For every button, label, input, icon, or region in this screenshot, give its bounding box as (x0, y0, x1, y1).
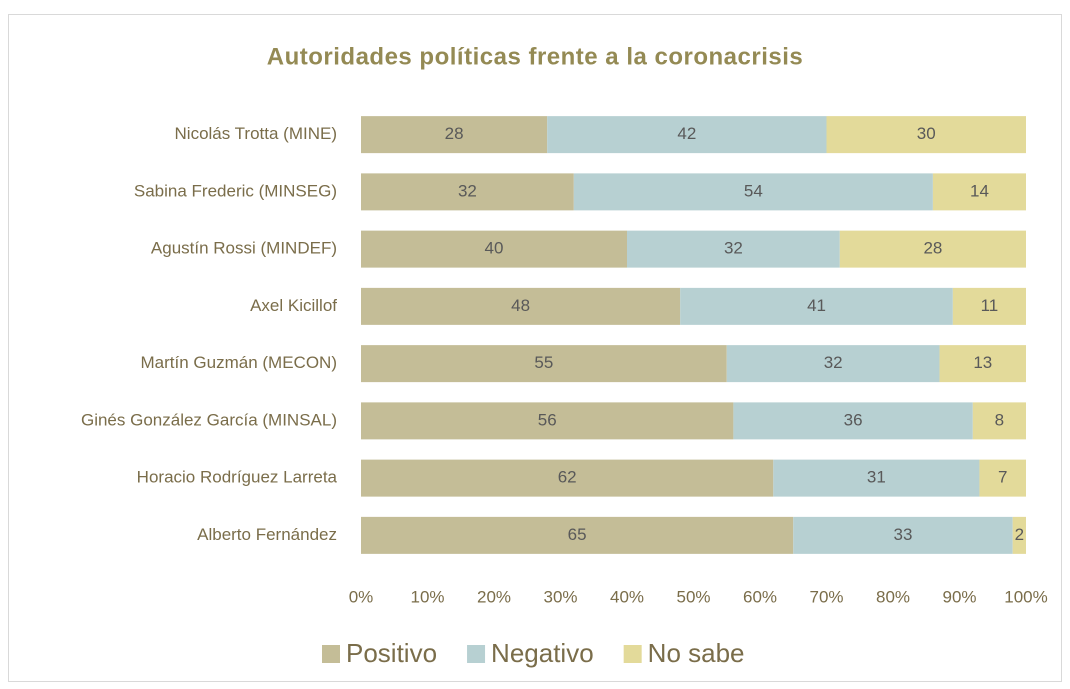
bar-segment (726, 345, 940, 383)
bar-segment (952, 287, 1026, 325)
legend-swatch (322, 645, 340, 663)
data-label: 56 (538, 410, 557, 429)
bar-segment (733, 402, 973, 440)
x-tick-label: 30% (543, 587, 577, 606)
x-tick-label: 40% (610, 587, 644, 606)
x-tick-label: 10% (410, 587, 444, 606)
data-label: 33 (894, 525, 913, 544)
bar-segment (361, 459, 774, 497)
y-tick-label: Horacio Rodríguez Larreta (137, 468, 338, 487)
legend-swatch (467, 645, 486, 663)
bar-segment (826, 116, 1026, 154)
data-label: 54 (744, 181, 763, 200)
data-label: 55 (534, 353, 553, 372)
bar-segment (361, 116, 548, 154)
legend-swatch (623, 645, 642, 663)
bar-segment (1012, 516, 1026, 554)
data-label: 32 (724, 239, 743, 258)
bar-segment (972, 402, 1026, 440)
x-tick-label: 80% (876, 587, 910, 606)
data-label: 30 (917, 124, 936, 143)
data-label: 42 (677, 124, 696, 143)
y-tick-label: Ginés González García (MINSAL) (81, 410, 337, 429)
data-label: 31 (867, 468, 886, 487)
data-label: 28 (923, 239, 942, 258)
bar-segment (932, 173, 1026, 211)
data-label: 2 (1015, 525, 1024, 544)
bar-segment (361, 402, 734, 440)
bar-segment (839, 230, 1026, 268)
data-label: 8 (995, 410, 1004, 429)
x-tick-label: 90% (942, 587, 976, 606)
x-tick-label: 70% (809, 587, 843, 606)
data-label: 7 (998, 468, 1007, 487)
data-label: 36 (844, 410, 863, 429)
x-tick-label: 60% (743, 587, 777, 606)
bar-segment (627, 230, 840, 268)
bar-segment (361, 516, 794, 554)
bar-segment (547, 116, 827, 154)
bar-segment (979, 459, 1026, 497)
y-tick-label: Axel Kicillof (250, 296, 337, 315)
y-tick-label: Agustín Rossi (MINDEF) (151, 239, 337, 258)
data-label: 13 (973, 353, 992, 372)
data-label: 14 (970, 181, 989, 200)
bar-segment (361, 173, 574, 211)
data-label: 11 (981, 296, 999, 315)
bar-segment (793, 516, 1013, 554)
data-label: 41 (807, 296, 826, 315)
bar-segment (361, 287, 681, 325)
x-tick-label: 0% (349, 587, 374, 606)
bar-segment (361, 345, 727, 383)
data-label: 32 (824, 353, 843, 372)
y-tick-label: Alberto Fernández (197, 525, 337, 544)
y-tick-label: Sabina Frederic (MINSEG) (134, 181, 337, 200)
y-tick-label: Martín Guzmán (MECON) (141, 353, 337, 372)
data-label: 28 (445, 124, 464, 143)
legend-label: No sabe (648, 638, 745, 668)
bar-segment (680, 287, 953, 325)
legend-label: Positivo (346, 638, 437, 668)
data-label: 32 (458, 181, 477, 200)
x-tick-label: 100% (1004, 587, 1047, 606)
bar-segment (361, 230, 627, 268)
legend-label: Negativo (491, 638, 594, 668)
y-tick-label: Nicolás Trotta (MINE) (175, 124, 337, 143)
x-tick-label: 50% (676, 587, 710, 606)
chart-title: Autoridades políticas frente a la corona… (267, 43, 804, 70)
data-label: 48 (511, 296, 530, 315)
bar-segment (939, 345, 1026, 383)
data-label: 62 (558, 468, 577, 487)
data-label: 40 (485, 239, 504, 258)
bar-segment (773, 459, 980, 497)
data-label: 65 (568, 525, 587, 544)
bar-segment (573, 173, 933, 211)
x-tick-label: 20% (477, 587, 511, 606)
